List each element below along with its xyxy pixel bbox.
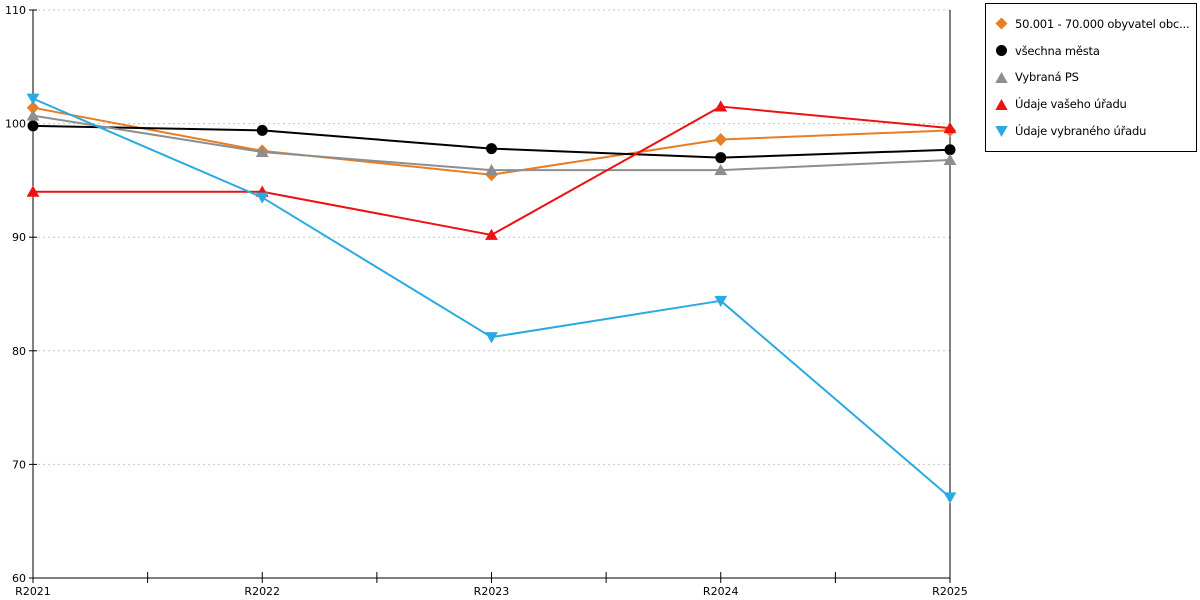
legend-item-2[interactable]: Vybraná PS (995, 70, 1196, 84)
triangle-down-marker (485, 332, 498, 344)
diamond-marker (714, 133, 727, 147)
triangle-up-legend-icon (995, 71, 1008, 83)
triangle-up-marker (255, 145, 269, 157)
triangle-up-legend-icon (995, 98, 1008, 110)
y-tick-label-60: 60 (12, 572, 26, 585)
legend-label: 50.001 - 70.000 obyvatel obc... (1015, 16, 1190, 31)
triangle-down-marker (26, 93, 40, 105)
x-tick-label-R2021: R2021 (15, 585, 51, 598)
triangle-down-marker (714, 295, 728, 308)
diamond-marker (26, 101, 40, 115)
legend-label: Vybraná PS (1015, 70, 1079, 85)
legend-item-1[interactable]: všechna města (995, 44, 1196, 58)
triangle-down-marker (255, 192, 269, 204)
circle-marker (27, 120, 39, 132)
series-2 (26, 109, 957, 176)
triangle-up-marker (714, 163, 728, 176)
series-line-2 (32, 114, 951, 172)
triangle-up-marker (714, 100, 728, 112)
triangle-down-legend-icon (995, 125, 1008, 137)
triangle-down-marker (943, 492, 957, 504)
circle-legend-icon (996, 45, 1007, 57)
legend-label: Údaje vybraného úřadu (1015, 124, 1147, 139)
triangle-up-marker (26, 109, 40, 121)
diamond-legend-icon (995, 17, 1008, 30)
circle-marker (486, 143, 497, 155)
y-tick-label-80: 80 (12, 345, 26, 358)
legend-item-3[interactable]: Údaje vašeho úřadu (995, 97, 1196, 111)
x-tick-label-R2022: R2022 (244, 585, 280, 598)
x-tick-label-R2024: R2024 (703, 585, 739, 598)
legend-label: Údaje vašeho úřadu (1015, 97, 1127, 112)
series-1 (27, 120, 956, 164)
series-line-4 (32, 97, 951, 499)
x-tick-label-R2023: R2023 (474, 585, 510, 598)
y-tick-label-90: 90 (12, 231, 26, 244)
triangle-up-marker (485, 163, 498, 176)
triangle-up-marker (485, 228, 498, 240)
circle-marker (715, 152, 727, 164)
legend-item-0[interactable]: 50.001 - 70.000 obyvatel obc... (995, 17, 1196, 31)
triangle-up-marker (943, 153, 957, 165)
triangle-up-marker (943, 121, 957, 134)
chart-legend: 50.001 - 70.000 obyvatel obc... všechna m… (985, 3, 1197, 152)
y-tick-label-110: 110 (5, 4, 26, 17)
series-4 (26, 93, 957, 504)
legend-label: všechna města (1015, 43, 1100, 58)
y-tick-label-70: 70 (12, 458, 26, 471)
circle-marker (256, 124, 268, 136)
y-tick-label-100: 100 (5, 118, 26, 131)
triangle-up-marker (26, 185, 40, 197)
circle-marker (944, 144, 956, 156)
legend-item-4[interactable]: Údaje vybraného úřadu (995, 124, 1196, 138)
x-tick-label-R2025: R2025 (932, 585, 968, 598)
